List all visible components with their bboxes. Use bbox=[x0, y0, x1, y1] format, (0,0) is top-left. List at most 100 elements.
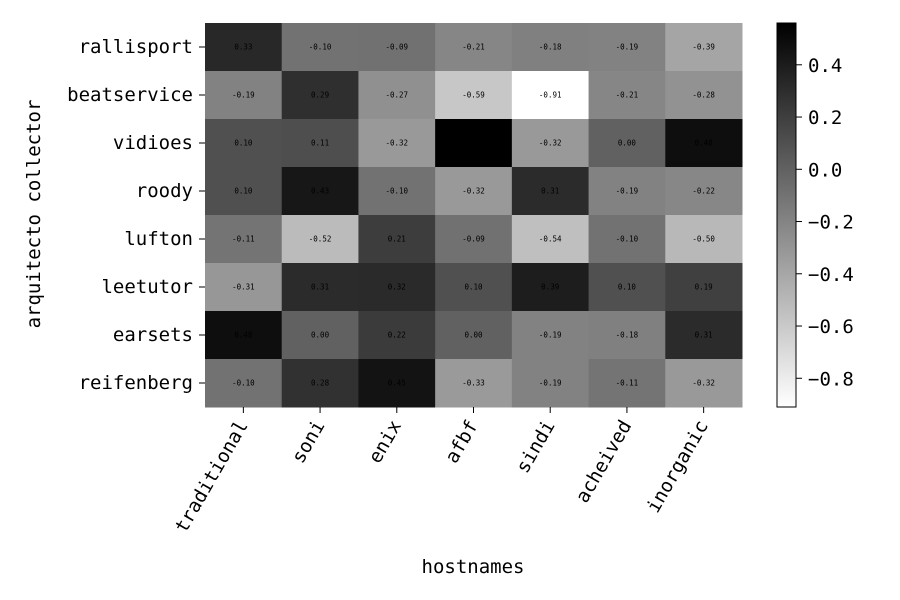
cell-value-label: -0.22 bbox=[692, 187, 715, 196]
heatmap-cell bbox=[588, 263, 666, 312]
colorbar-tick-label: 0.2 bbox=[808, 107, 842, 129]
cell-value-label: -0.10 bbox=[232, 379, 255, 388]
heatmap-cell bbox=[588, 71, 666, 120]
x-tick-label: enix bbox=[364, 417, 406, 468]
x-axis-ticks: traditional soni enix afbf sindi acheived inor… bbox=[171, 407, 713, 536]
cell-value-label: 0.11 bbox=[311, 139, 329, 148]
cell-value-label: -0.10 bbox=[616, 235, 639, 244]
colorbar-tick-label: −0.6 bbox=[808, 316, 854, 338]
x-tick-label: soni bbox=[287, 417, 329, 468]
heatmap-cell bbox=[665, 263, 743, 312]
heatmap-cell bbox=[205, 119, 283, 168]
cell-value-label: -0.18 bbox=[616, 331, 639, 340]
x-axis-label: hostnames bbox=[422, 556, 525, 578]
colorbar-tick-label: −0.2 bbox=[808, 212, 854, 234]
heatmap-cell bbox=[665, 119, 743, 168]
cell-value-label: -0.11 bbox=[616, 379, 639, 388]
y-axis-label: arquitecto collector bbox=[23, 100, 45, 329]
y-tick-label: roody bbox=[136, 180, 193, 202]
heatmap-cell bbox=[435, 167, 513, 216]
heatmap-cell bbox=[205, 311, 283, 360]
x-tick-label: sindi bbox=[512, 417, 560, 478]
heatmap-cell bbox=[358, 23, 436, 72]
heatmap-cell bbox=[281, 23, 359, 72]
cell-value-label: -0.33 bbox=[462, 379, 485, 388]
cell-value-label: 0.31 bbox=[541, 187, 559, 196]
heatmap-cell bbox=[435, 263, 513, 312]
heatmap-cell bbox=[588, 359, 666, 408]
cell-value-label: -0.27 bbox=[385, 91, 408, 100]
heatmap-cell bbox=[358, 215, 436, 264]
heatmap-cell bbox=[511, 71, 590, 120]
heatmap-cell bbox=[205, 23, 283, 72]
heatmap-cell bbox=[205, 167, 283, 216]
heatmap-cell bbox=[665, 359, 743, 408]
heatmap-cell bbox=[281, 119, 359, 168]
heatmap-cell bbox=[281, 311, 359, 360]
colorbar-ticks: 0.4 0.2 0.0 −0.2 −0.4 −0.6 −0.8 bbox=[796, 55, 854, 390]
cell-value-label: -0.19 bbox=[232, 91, 255, 100]
y-tick-label: reifenberg bbox=[79, 372, 193, 394]
heatmap-cell bbox=[281, 167, 359, 216]
cell-value-label: 0.10 bbox=[234, 187, 253, 196]
heatmap-cell bbox=[665, 23, 743, 72]
cell-value-label: -0.19 bbox=[539, 331, 562, 340]
x-tick-label: traditional bbox=[171, 417, 253, 537]
cell-value-label: 0.43 bbox=[311, 187, 329, 196]
cell-value-label: -0.10 bbox=[385, 187, 408, 196]
heatmap-cell bbox=[665, 71, 743, 120]
cell-value-label: -0.32 bbox=[462, 187, 485, 196]
heatmap-cell bbox=[281, 263, 359, 312]
cell-value-label: -0.59 bbox=[462, 91, 485, 100]
heatmap-cells bbox=[205, 23, 743, 408]
heatmap-cell bbox=[588, 215, 666, 264]
heatmap-cell bbox=[588, 311, 666, 360]
cell-value-label: 0.48 bbox=[695, 139, 714, 148]
cell-value-label: -0.21 bbox=[462, 43, 485, 52]
cell-value-label: 0.10 bbox=[234, 139, 253, 148]
colorbar-tick-label: 0.0 bbox=[808, 159, 842, 181]
cell-value-label: -0.32 bbox=[692, 379, 715, 388]
heatmap-cell bbox=[205, 359, 283, 408]
heatmap-cell bbox=[435, 71, 513, 120]
heatmap-cell bbox=[665, 311, 743, 360]
colorbar-gradient bbox=[776, 22, 797, 408]
heatmap-cell bbox=[281, 215, 359, 264]
cell-value-label: -0.19 bbox=[539, 379, 562, 388]
cell-value-label: 0.29 bbox=[311, 91, 329, 100]
cell-value-label: -0.31 bbox=[232, 283, 255, 292]
cell-value-label: 0.22 bbox=[388, 331, 406, 340]
cell-value-label: -0.39 bbox=[692, 43, 715, 52]
heatmap-cell-labels: 0.33 -0.10 -0.09 -0.21 -0.18 -0.19 -0.39 -0.19 0… bbox=[232, 43, 715, 388]
x-tick-label: acheived bbox=[571, 417, 636, 507]
cell-value-label: -0.11 bbox=[232, 235, 255, 244]
colorbar-tick-label: −0.8 bbox=[808, 368, 854, 390]
heatmap-cell bbox=[358, 71, 436, 120]
heatmap-cell bbox=[511, 359, 590, 408]
heatmap-cell bbox=[588, 23, 666, 72]
cell-value-label: 0.31 bbox=[695, 331, 713, 340]
cell-value-label: -0.28 bbox=[692, 91, 715, 100]
heatmap-cell bbox=[511, 23, 590, 72]
cell-value-label: 0.00 bbox=[618, 139, 637, 148]
colorbar-tick-label: 0.4 bbox=[808, 55, 842, 77]
heatmap-cell bbox=[665, 215, 743, 264]
heatmap-cell bbox=[205, 263, 283, 312]
heatmap-cell bbox=[281, 71, 359, 120]
cell-value-label: 0.28 bbox=[311, 379, 330, 388]
cell-value-label: -0.19 bbox=[616, 43, 639, 52]
heatmap-cell bbox=[511, 311, 590, 360]
heatmap-cell bbox=[588, 119, 666, 168]
cell-value-label: -0.19 bbox=[616, 187, 639, 196]
heatmap-cell bbox=[358, 359, 436, 408]
cell-value-label: 0.33 bbox=[234, 43, 252, 52]
cell-value-label: -0.21 bbox=[616, 91, 639, 100]
heatmap-cell bbox=[511, 215, 590, 264]
cell-value-label: 0.56 bbox=[464, 139, 483, 148]
y-tick-label: leetutor bbox=[101, 276, 193, 298]
cell-value-label: 0.00 bbox=[311, 331, 330, 340]
heatmap-cell bbox=[665, 167, 743, 216]
x-tick-label: afbf bbox=[441, 417, 483, 468]
cell-value-label: -0.52 bbox=[309, 235, 332, 244]
